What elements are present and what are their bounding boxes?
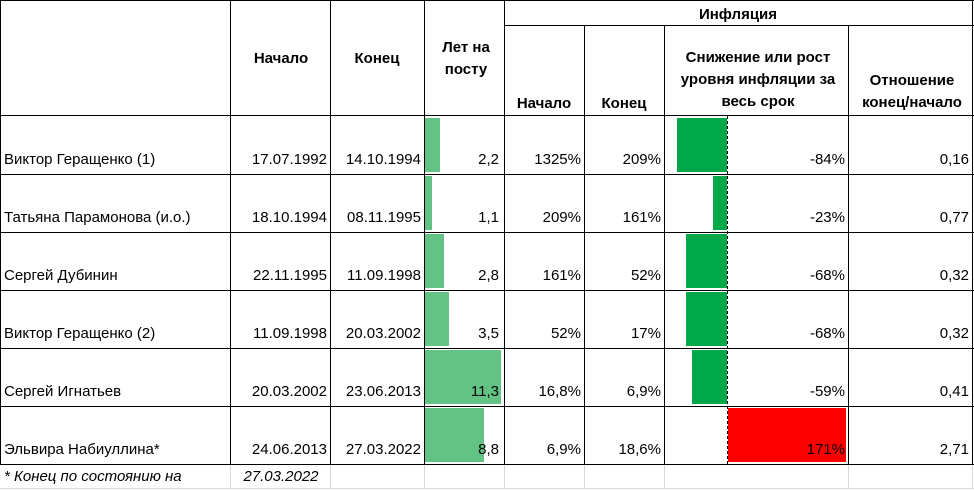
row-ratio: 0,77 (939, 209, 969, 226)
row-inflation-end: 209% (622, 151, 661, 168)
footer-column-border (230, 465, 231, 489)
footer-column-border (584, 465, 585, 489)
row-end-date: 23.06.2013 (345, 383, 421, 400)
row-change: -68% (809, 267, 845, 284)
row-years: 3,5 (478, 325, 499, 342)
row-inflation-start: 1325% (534, 151, 581, 168)
row-start-date: 11.09.1998 (253, 325, 327, 342)
row-inflation-start: 52% (550, 325, 581, 342)
header-inflation-start: Начало (516, 95, 572, 112)
decrease-bar (686, 292, 727, 346)
row-inflation-end: 52% (630, 267, 661, 284)
row-ratio: 0,32 (939, 325, 969, 342)
row-years: 8,8 (478, 441, 499, 458)
footer-column-border (424, 465, 425, 489)
row-ratio: 0,32 (939, 267, 969, 284)
footer-column-border (664, 465, 665, 489)
row-ratio: 0,16 (939, 151, 969, 168)
column-border (848, 25, 849, 464)
header-years: Лет на посту (442, 39, 490, 78)
header-ratio: Отношение конец/начало (862, 72, 962, 111)
row-inflation-start: 6,9% (546, 441, 581, 458)
row-change: -59% (809, 383, 845, 400)
row-border (0, 290, 974, 291)
row-start-date: 22.11.1995 (253, 267, 327, 284)
row-years: 1,1 (478, 209, 499, 226)
header-start: Начало (253, 50, 309, 67)
column-border (972, 0, 973, 464)
row-change: -84% (809, 151, 845, 168)
row-change: -68% (809, 325, 845, 342)
row-start-date: 24.06.2013 (251, 441, 327, 458)
row-inflation-start: 209% (542, 209, 581, 226)
years-bar (425, 350, 501, 404)
change-axis (727, 116, 728, 464)
row-change: -23% (809, 209, 845, 226)
row-name: Виктор Геращенко (1) (4, 151, 156, 168)
footer-bottom-border (0, 488, 974, 489)
row-years: 11,3 (470, 383, 499, 400)
row-start-date: 18.10.1994 (251, 209, 327, 226)
decrease-bar (677, 118, 727, 172)
decrease-bar (692, 350, 727, 404)
years-bar (425, 118, 440, 172)
row-end-date: 14.10.1994 (345, 151, 421, 168)
decrease-bar (713, 176, 727, 230)
row-change: 171% (806, 441, 845, 458)
years-bar (425, 176, 432, 230)
border-top (0, 0, 974, 1)
footer-column-border (330, 465, 331, 489)
row-name: Виктор Геращенко (2) (4, 325, 156, 342)
border-header-bottom (0, 115, 974, 116)
row-years: 2,2 (478, 151, 499, 168)
row-name: Сергей Игнатьев (4, 383, 122, 400)
header-inflation-group: Инфляция (698, 6, 778, 23)
footer-note: * Конец по состоянию на (4, 468, 182, 485)
row-end-date: 08.11.1995 (347, 209, 421, 226)
column-border (230, 0, 231, 464)
footer-date: 27.03.2022 (243, 468, 319, 485)
years-bar (425, 234, 444, 288)
row-border (0, 174, 974, 175)
footer-column-border (972, 465, 973, 489)
row-inflation-end: 18,6% (618, 441, 661, 458)
row-end-date: 20.03.2002 (345, 325, 421, 342)
row-inflation-end: 161% (622, 209, 661, 226)
row-inflation-end: 6,9% (626, 383, 661, 400)
row-end-date: 27.03.2022 (345, 441, 421, 458)
border-table-bottom (0, 464, 974, 465)
footer-column-border (848, 465, 849, 489)
header-inflation-end: Конец (601, 95, 647, 112)
header-change: Снижение или рост уровня инфляции за вес… (680, 49, 836, 110)
column-border (664, 25, 665, 464)
increase-bar (728, 408, 846, 462)
header-end: Конец (354, 50, 400, 67)
row-years: 2,8 (478, 267, 499, 284)
border-inflation-group (504, 25, 974, 26)
column-border (0, 0, 1, 464)
row-ratio: 2,71 (939, 441, 969, 458)
column-border (330, 0, 331, 464)
row-inflation-start: 16,8% (538, 383, 581, 400)
row-border (0, 232, 974, 233)
row-name: Сергей Дубинин (4, 267, 118, 284)
column-border (584, 25, 585, 464)
row-start-date: 20.03.2002 (251, 383, 327, 400)
row-inflation-end: 17% (630, 325, 661, 342)
row-name: Татьяна Парамонова (и.о.) (4, 209, 191, 226)
decrease-bar (686, 234, 727, 288)
footer-column-border (504, 465, 505, 489)
row-end-date: 11.09.1998 (347, 267, 421, 284)
years-bar (425, 292, 449, 346)
row-inflation-start: 161% (542, 267, 581, 284)
row-start-date: 17.07.1992 (251, 151, 327, 168)
row-border (0, 406, 974, 407)
row-border (0, 348, 974, 349)
column-border (504, 0, 505, 464)
column-border (424, 0, 425, 464)
row-ratio: 0,41 (939, 383, 969, 400)
years-bar (425, 408, 484, 462)
row-name: Эльвира Набиуллина* (4, 441, 160, 458)
